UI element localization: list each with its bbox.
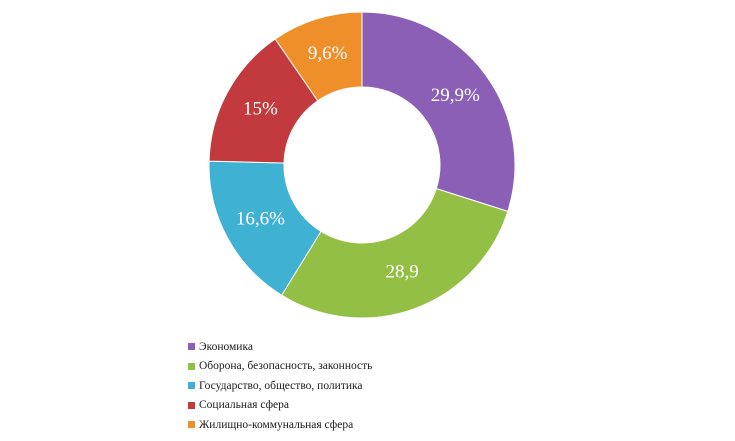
legend-label: Социальная сфера [199,399,289,412]
data-label-economy: 29,9% [431,85,480,106]
legend-item-state: Государство, общество, политика [188,376,488,396]
slices-group [208,11,516,319]
slice-housing [274,11,363,102]
data-label-state: 16,6% [236,208,285,229]
slice-defense [280,188,509,319]
legend-label: Жилищно-коммунальная сфера [199,418,354,431]
legend-item-economy: Экономика [188,337,488,357]
legend: Экономика Оборона, безопасность, законно… [188,337,488,435]
legend-item-housing: Жилищно-коммунальная сфера [188,415,488,435]
data-labels-group: 29,9% 28,9 16,6% 15% 9,6% [236,43,480,283]
legend-item-social: Социальная сфера [188,396,488,416]
legend-label: Экономика [199,340,253,353]
legend-swatch-icon [188,362,195,370]
legend-item-defense: Оборона, безопасность, законность [188,357,488,377]
data-label-social: 15% [243,98,278,119]
legend-swatch-icon [188,401,195,409]
data-label-housing: 9,6% [308,43,348,64]
legend-swatch-icon [188,421,195,429]
legend-swatch-icon [188,382,195,390]
legend-swatch-icon [188,343,195,351]
data-label-defense: 28,9 [386,262,419,283]
slice-economy [361,11,516,212]
legend-label: Оборона, безопасность, законность [199,360,373,373]
legend-label: Государство, общество, политика [199,379,363,392]
